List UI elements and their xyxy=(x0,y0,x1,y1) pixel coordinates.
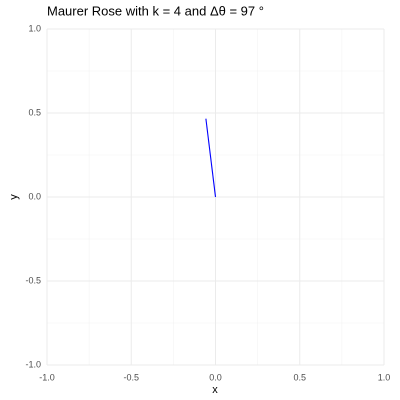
x-tick-label: -0.5 xyxy=(123,372,139,382)
y-tick-label: 1.0 xyxy=(28,23,41,33)
y-tick-label: -1.0 xyxy=(25,359,41,369)
y-tick-label: 0.5 xyxy=(28,107,41,117)
line xyxy=(205,118,217,198)
y-tick-label: -0.5 xyxy=(25,275,41,285)
y-axis-title: y xyxy=(8,194,20,200)
x-tick-label: 1.0 xyxy=(378,372,391,382)
x-axis-title: x xyxy=(212,384,218,396)
x-tick-label: -1.0 xyxy=(39,372,55,382)
chart-title: Maurer Rose with k = 4 and Δθ = 97 ° xyxy=(47,3,264,18)
x-tick-label: 0.5 xyxy=(293,372,306,382)
y-tick-label: 0.0 xyxy=(28,191,41,201)
x-tick-label: 0.0 xyxy=(209,372,222,382)
